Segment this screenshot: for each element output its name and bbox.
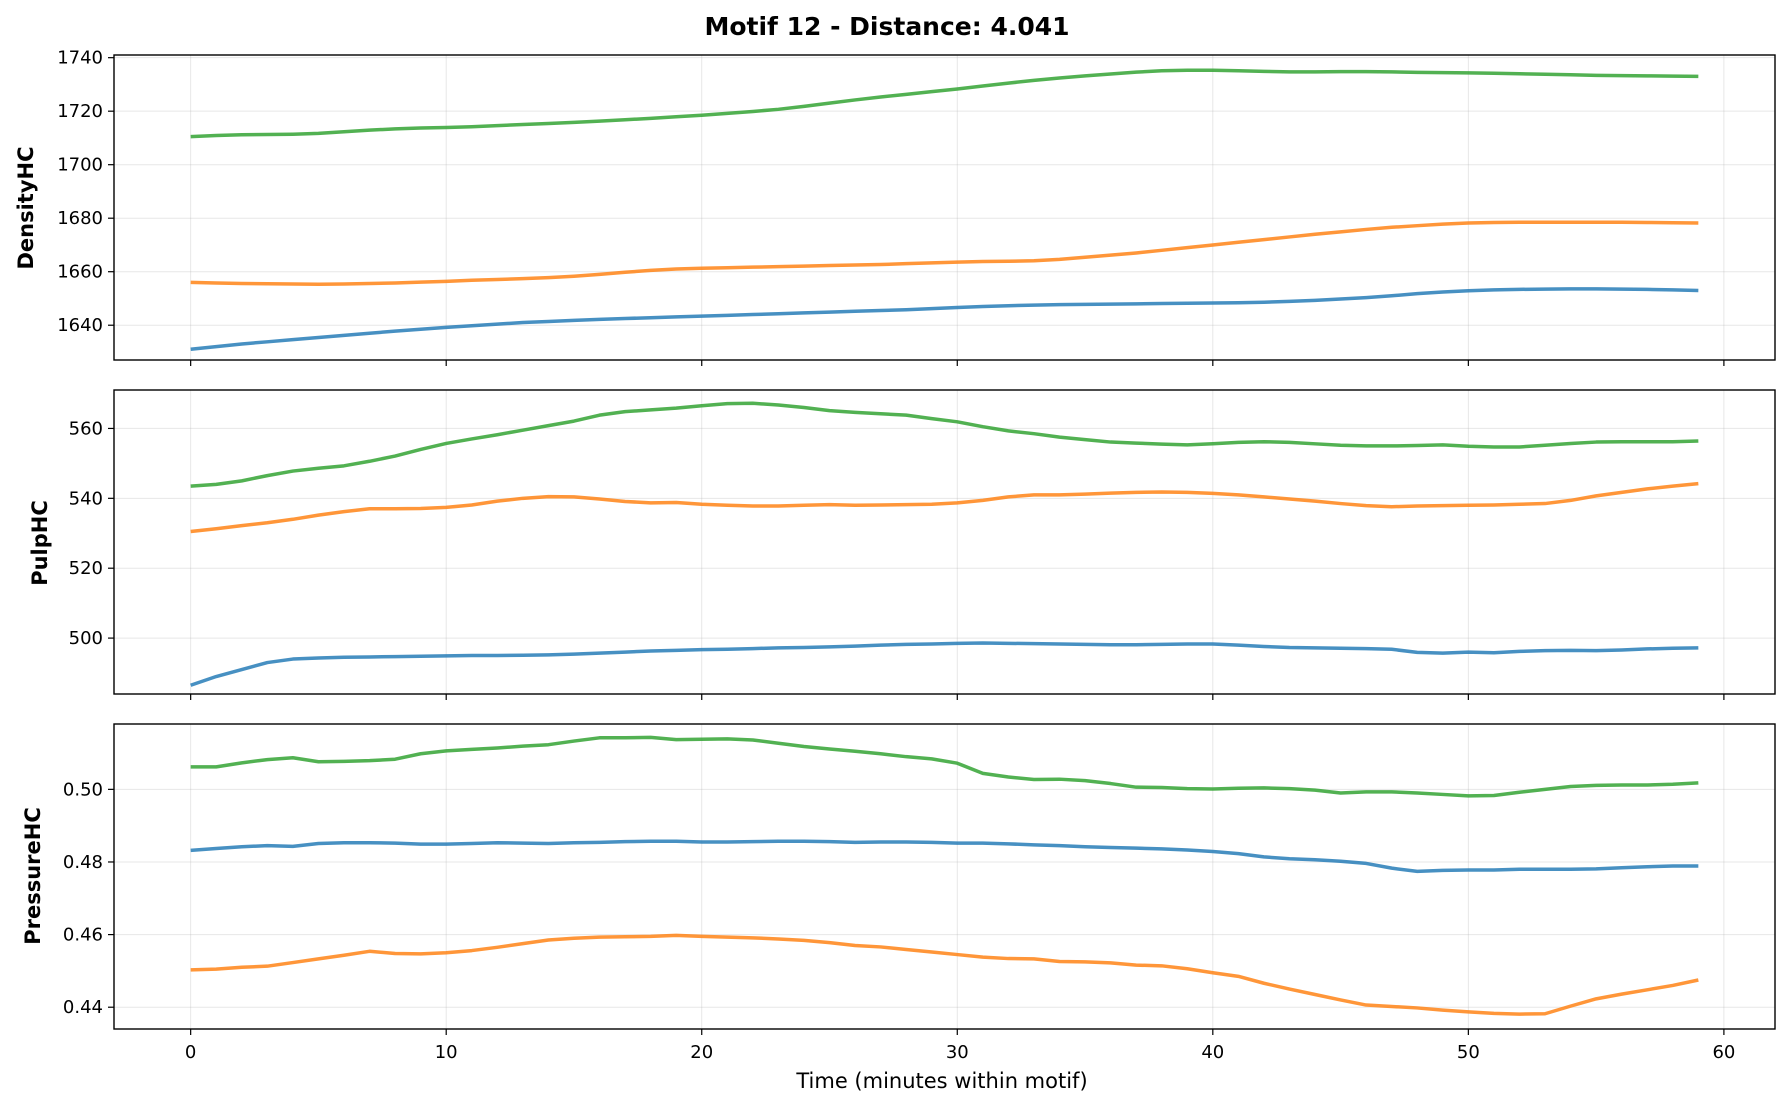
series-line-pressurehc-1 [190,933,1699,1016]
series-line-pulphc-1 [190,481,1699,534]
x-tick-label-1: 10 [435,1042,458,1063]
x-tick-label-4: 40 [1201,1042,1224,1063]
series-line-densityhc-2 [190,68,1699,139]
x-tick-label-2: 20 [690,1042,713,1063]
series-line-densityhc-0 [190,287,1699,352]
series-line-pressurehc-0 [190,839,1699,874]
panel-pulphc: PulpHC 500 520 540 560 [28,389,1776,700]
y-tick-label-pressurehc-0: 0.44 [63,997,103,1018]
x-tick-label-5: 50 [1457,1042,1480,1063]
y-tick-label-densityhc-1: 1660 [57,262,103,283]
series-line-pulphc-0 [190,641,1699,687]
axes-frame-densityhc [113,54,1776,361]
chart-title: Motif 12 - Distance: 4.041 [704,12,1069,41]
x-tick-label-3: 30 [946,1042,969,1063]
y-tick-label-pressurehc-3: 0.50 [63,779,103,800]
x-tick-label-6: 60 [1712,1042,1735,1063]
y-tick-label-densityhc-4: 1720 [57,101,103,122]
y-tick-label-pulphc-0: 500 [69,628,103,649]
y-axis-label-pulphc: PulpHC [28,500,52,586]
y-tick-label-pulphc-3: 560 [69,418,103,439]
panel-densityhc: DensityHC 1640 1660 1680 1700 1720 1740 [14,48,1776,366]
y-tick-label-pulphc-1: 520 [69,558,103,579]
series-line-pressurehc-2 [190,735,1699,798]
series-line-densityhc-1 [190,220,1699,287]
x-axis-label: Time (minutes within motif) [795,1069,1087,1093]
panel-pressurehc: PressureHC 0.44 0.46 0.48 0.50 0 10 20 30 40 50 60 [21,723,1776,1063]
axes-frame-pressurehc [113,723,1776,1030]
y-tick-label-densityhc-5: 1740 [57,48,103,69]
x-tick-label-0: 0 [185,1042,196,1063]
y-tick-label-densityhc-0: 1640 [57,315,103,336]
y-tick-label-pressurehc-2: 0.48 [63,852,103,873]
y-axis-label-pressurehc: PressureHC [21,807,45,945]
y-tick-label-densityhc-2: 1680 [57,208,103,229]
y-tick-label-densityhc-3: 1700 [57,155,103,176]
y-axis-label-densityhc: DensityHC [14,146,38,269]
series-line-pulphc-2 [190,401,1699,488]
y-tick-label-pulphc-2: 540 [69,488,103,509]
y-tick-label-pressurehc-1: 0.46 [63,925,103,946]
axes-frame-pulphc [113,389,1776,695]
